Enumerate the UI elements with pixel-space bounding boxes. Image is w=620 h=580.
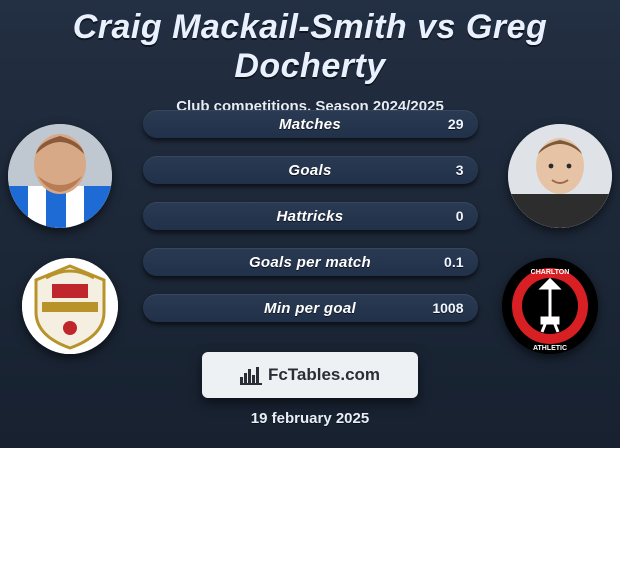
stat-pill: Matches 29	[143, 110, 478, 138]
stat-row: Matches 29	[0, 110, 620, 138]
stat-value-right: 0.1	[444, 248, 463, 276]
stat-label: Min per goal	[143, 294, 478, 322]
stat-label: Goals per match	[143, 248, 478, 276]
attribution-card: FcTables.com	[202, 352, 418, 398]
stats-list: Matches 29 Goals 3 Hattricks 0 Goals per…	[0, 110, 620, 340]
stat-pill: Min per goal 1008	[143, 294, 478, 322]
stat-value-right: 1008	[432, 294, 463, 322]
stat-label: Goals	[143, 156, 478, 184]
stat-pill: Goals per match 0.1	[143, 248, 478, 276]
stat-label: Hattricks	[143, 202, 478, 230]
stat-pill: Goals 3	[143, 156, 478, 184]
page-title: Craig Mackail-Smith vs Greg Docherty	[0, 0, 620, 86]
stat-row: Min per goal 1008	[0, 294, 620, 322]
stat-row: Goals 3	[0, 156, 620, 184]
bar-chart-icon	[240, 365, 262, 385]
stat-row: Hattricks 0	[0, 202, 620, 230]
stat-value-right: 3	[456, 156, 464, 184]
stat-pill: Hattricks 0	[143, 202, 478, 230]
svg-text:ATHLETIC: ATHLETIC	[533, 345, 567, 352]
stat-value-right: 0	[456, 202, 464, 230]
attribution-text: FcTables.com	[268, 365, 380, 385]
comparison-card: Craig Mackail-Smith vs Greg Docherty Clu…	[0, 0, 620, 448]
stat-value-right: 29	[448, 110, 464, 138]
footer-date: 19 february 2025	[0, 410, 620, 427]
stat-label: Matches	[143, 110, 478, 138]
stat-row: Goals per match 0.1	[0, 248, 620, 276]
